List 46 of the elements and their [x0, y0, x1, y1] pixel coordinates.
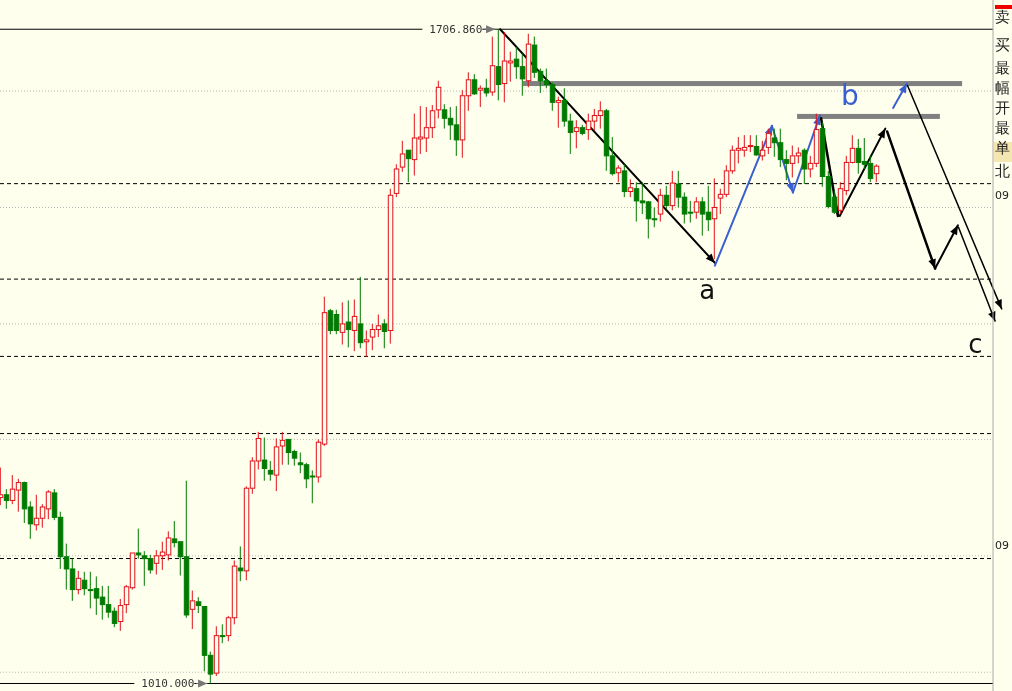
candlestick — [75, 570, 82, 595]
annotation: 1706.860 — [429, 23, 483, 37]
annotation: 1010.000 — [141, 677, 195, 691]
candlestick — [555, 96, 562, 129]
text: 09 — [995, 539, 1009, 552]
candlestick — [495, 28, 502, 101]
candlestick — [345, 299, 352, 348]
candlestick — [693, 196, 700, 220]
candlestick — [219, 623, 226, 644]
candlestick — [621, 163, 628, 198]
candlestick — [435, 80, 442, 119]
candlestick — [261, 437, 268, 482]
candlestick — [663, 185, 670, 210]
candlestick — [357, 276, 364, 349]
text: 最 — [995, 119, 1010, 137]
candlestick — [477, 84, 484, 108]
text: 买 — [995, 36, 1010, 54]
text: 最 — [995, 59, 1010, 77]
candlestick — [237, 545, 244, 582]
text: 开 — [995, 99, 1010, 117]
candlestick — [657, 188, 664, 223]
candlestick — [399, 140, 406, 173]
candlestick — [363, 329, 370, 358]
candlestick — [117, 598, 124, 632]
candlestick — [759, 140, 766, 162]
candlestick — [267, 460, 274, 482]
annotation: a — [699, 274, 716, 305]
candlestick — [801, 147, 808, 185]
candlestick — [765, 128, 772, 155]
candlestick — [753, 134, 760, 157]
text: 北 — [995, 162, 1010, 180]
annotation: b — [841, 79, 859, 113]
text: 09 — [995, 189, 1009, 202]
candlestick — [573, 119, 580, 149]
candlestick — [189, 590, 196, 630]
text: 卖 — [995, 8, 1010, 26]
candlestick — [471, 73, 478, 96]
candlestick — [339, 301, 346, 346]
annotation: c — [968, 329, 983, 360]
candlestick — [3, 488, 10, 510]
candlestick — [351, 299, 358, 352]
text: 单 — [995, 139, 1010, 157]
candlestick — [669, 170, 676, 211]
text: 幅 — [995, 79, 1010, 97]
candlestick — [711, 177, 718, 260]
candlestick — [381, 318, 388, 349]
